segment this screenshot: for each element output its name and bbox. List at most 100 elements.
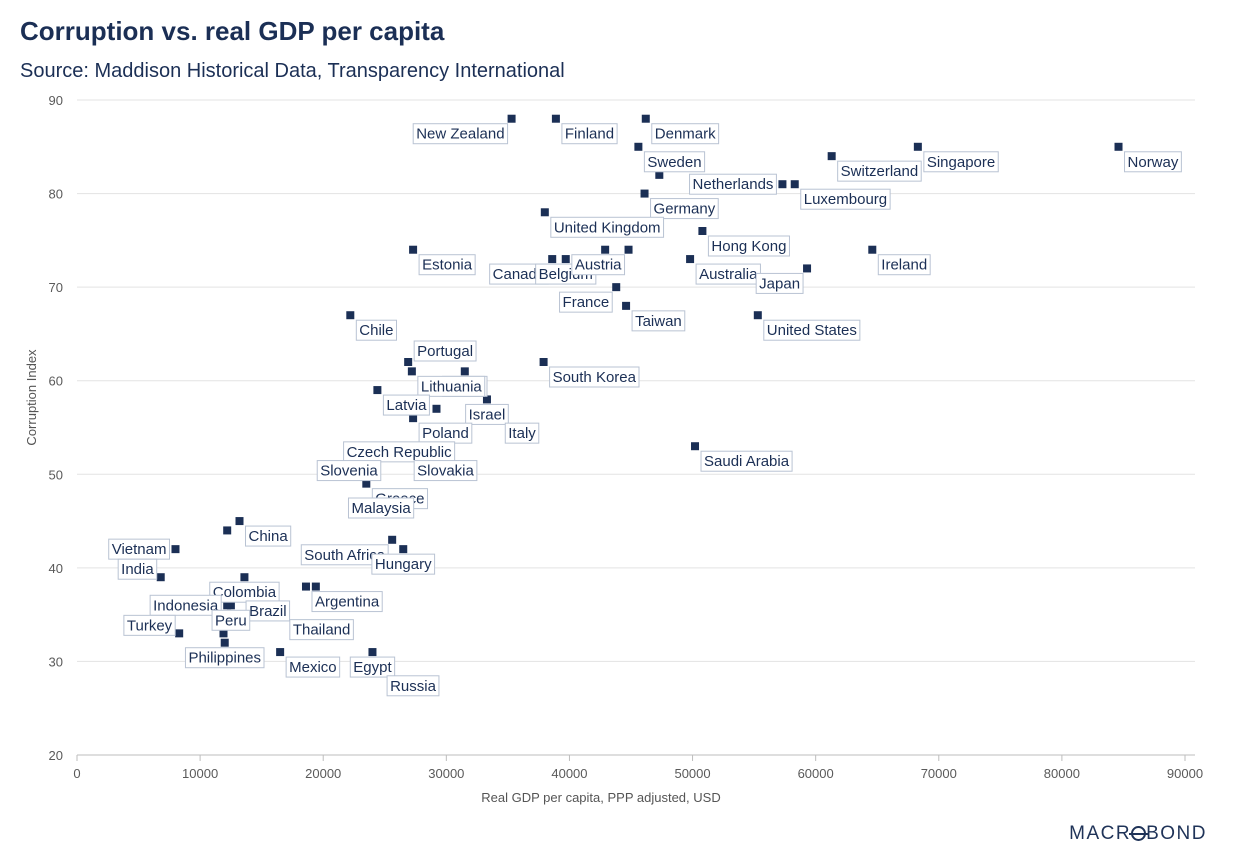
data-point [753, 311, 762, 320]
data-point [601, 245, 610, 254]
x-axis-title: Real GDP per capita, PPP adjusted, USD [481, 790, 720, 805]
data-point [399, 545, 408, 554]
data-point [404, 358, 413, 366]
point-label-text: Slovenia [320, 463, 378, 480]
point-label-text: Saudi Arabia [704, 453, 790, 470]
data-point [373, 386, 382, 395]
point-label-text: Peru [215, 612, 247, 629]
data-point [540, 208, 549, 217]
point-label: Colombia [209, 581, 280, 603]
point-label-text: Italy [508, 425, 536, 442]
data-point [640, 189, 649, 198]
point-label-text: Vietnam [112, 541, 167, 558]
data-point [827, 152, 836, 161]
point-label: Mexico [285, 656, 341, 678]
point-label-text: France [563, 294, 610, 311]
point-label-box [877, 254, 931, 276]
point-label-text: Luxembourg [804, 191, 887, 208]
data-point [156, 573, 165, 582]
data-point [507, 114, 516, 123]
x-tick-label: 0 [73, 766, 80, 781]
point-label-box [343, 441, 456, 463]
point-label-text: Philippines [188, 650, 261, 667]
point-label-box [689, 173, 777, 195]
x-tick-label: 60000 [798, 766, 834, 781]
point-label: Sweden [643, 151, 706, 173]
chart-title: Corruption vs. real GDP per capita [20, 16, 445, 46]
y-tick-label: 30 [49, 654, 63, 669]
point-label-text: Turkey [127, 617, 173, 634]
data-point [634, 142, 643, 151]
point-label: Austria [571, 254, 626, 276]
point-label-box [571, 254, 626, 276]
point-label: Denmark [651, 123, 720, 145]
point-label: Slovenia [316, 460, 382, 482]
x-tick-label: 80000 [1044, 766, 1080, 781]
point-label-box [413, 460, 478, 482]
data-point [1114, 142, 1123, 151]
point-label: Norway [1124, 151, 1182, 173]
gridlines [77, 99, 1195, 662]
y-tick-label: 20 [49, 748, 63, 763]
y-axis-title: Corruption Index [24, 349, 39, 446]
point-label: United States [763, 319, 861, 341]
point-label: Chile [355, 319, 397, 341]
point-label-box [700, 450, 793, 472]
data-point [368, 648, 377, 657]
data-point [311, 582, 320, 591]
data-point [551, 114, 560, 123]
point-label: United Kingdom [550, 216, 665, 238]
point-label-box [631, 310, 686, 332]
point-label-box [211, 609, 251, 631]
point-label-box [923, 151, 999, 173]
point-label-text: Austria [575, 257, 622, 274]
data-point [460, 367, 469, 376]
point-label: Turkey [123, 614, 176, 636]
point-label-text: Netherlands [693, 176, 774, 193]
point-label-text: Taiwan [635, 313, 682, 330]
point-label: India [117, 558, 158, 580]
point-label-text: South Africa [304, 547, 386, 564]
data-point [539, 358, 548, 366]
y-tick-label: 80 [49, 187, 63, 202]
point-label: Estonia [418, 254, 476, 276]
data-points [156, 114, 1123, 675]
point-label-text: Argentina [315, 594, 380, 611]
point-label: Peru [211, 609, 251, 631]
point-label: Argentina [311, 591, 383, 613]
data-point [548, 255, 557, 264]
point-label: Czech Republic [343, 441, 456, 463]
data-point [388, 535, 397, 544]
macrobond-logo: MACR BOND [1069, 823, 1207, 844]
point-label-box [371, 553, 436, 575]
y-tick-label: 50 [49, 467, 63, 482]
point-label: Malaysia [347, 497, 415, 519]
point-label: Slovakia [413, 460, 478, 482]
point-label: Latvia [382, 394, 430, 416]
point-label-text: Germany [654, 201, 716, 218]
point-label-text: Australia [699, 266, 758, 283]
point-label-text: United Kingdom [554, 219, 661, 236]
data-point [171, 545, 180, 554]
data-point [432, 404, 441, 413]
point-label-box [550, 216, 665, 238]
data-point [913, 142, 922, 151]
point-label-text: Denmark [655, 126, 716, 143]
point-label: France [559, 291, 613, 313]
point-label: Egypt [349, 656, 396, 678]
point-label: Russia [386, 675, 440, 697]
point-label-text: New Zealand [416, 126, 504, 143]
point-label: Singapore [923, 151, 999, 173]
y-tick-label: 60 [49, 374, 63, 389]
point-label-box [382, 394, 430, 416]
point-label-text: Poland [422, 425, 469, 442]
point-label-text: Czech Republic [347, 444, 453, 461]
point-label-box [149, 594, 222, 616]
point-label-box [800, 188, 891, 210]
data-point [868, 245, 877, 254]
data-point [803, 264, 812, 273]
point-label: Israel [465, 403, 509, 425]
point-label: Canada [489, 263, 549, 285]
data-point [624, 245, 633, 254]
point-label-box [413, 340, 477, 362]
